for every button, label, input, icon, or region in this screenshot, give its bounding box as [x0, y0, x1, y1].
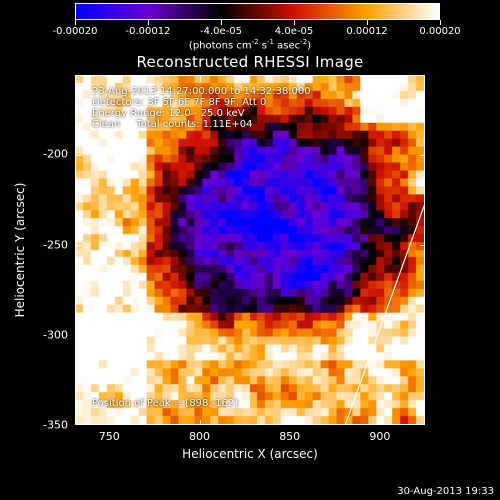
colorbar-tick-label: 4.0e-05: [274, 26, 314, 37]
y-tick-label: -350: [43, 418, 68, 432]
y-tick-label: -250: [43, 238, 68, 252]
colorbar: [75, 3, 440, 20]
colorbar-tick-label: 0.00020: [419, 26, 461, 37]
y-tick-label: -300: [43, 328, 68, 342]
y-axis-label: Heliocentric Y (arcsec): [13, 182, 27, 318]
colorbar-tick-mark: [294, 20, 295, 25]
x-tick-label: 900: [369, 430, 391, 443]
colorbar-tick-mark: [367, 20, 368, 25]
info-detectors: Detectors: 3F 5F 6F 7F 8F 9F, Att 0: [92, 97, 267, 108]
plot-area: [75, 75, 425, 425]
info-energy-range: Energy Range: 12.0 - 25.0 keV: [92, 108, 245, 119]
limb-overlay: [76, 76, 424, 424]
x-axis-label: Heliocentric X (arcsec): [182, 447, 318, 461]
colorbar-tick-mark: [75, 20, 76, 25]
info-peak-position: Position of Peak = [898,-162]: [92, 398, 239, 409]
colorbar-tick-label: -0.00020: [52, 26, 98, 37]
colorbar-tick-label: 0.00012: [346, 26, 388, 37]
info-clean-counts: Clean Total counts: 1.11E+04: [92, 119, 253, 130]
colorbar-units: (photons cm-2 s-1 asec-2): [188, 38, 312, 52]
colorbar-tick-label: -0.00012: [125, 26, 171, 37]
solar-limb-line: [344, 204, 424, 424]
colorbar-tick-mark: [221, 20, 222, 25]
colorbar-tick-label: -4.0e-05: [200, 26, 242, 37]
info-time-range: 23-Aug-2013 14:27:00.000 to 14:32:38.000: [92, 86, 311, 97]
x-tick-label: 750: [98, 430, 120, 443]
x-tick-label: 850: [279, 430, 301, 443]
colorbar-tick-mark: [440, 20, 441, 25]
y-tick-label: -200: [43, 147, 68, 161]
colorbar-tick-mark: [148, 20, 149, 25]
footer-date: 30-Aug-2013 19:33: [397, 486, 494, 497]
x-tick-label: 800: [188, 430, 210, 443]
chart-title: Reconstructed RHESSI Image: [136, 53, 364, 71]
